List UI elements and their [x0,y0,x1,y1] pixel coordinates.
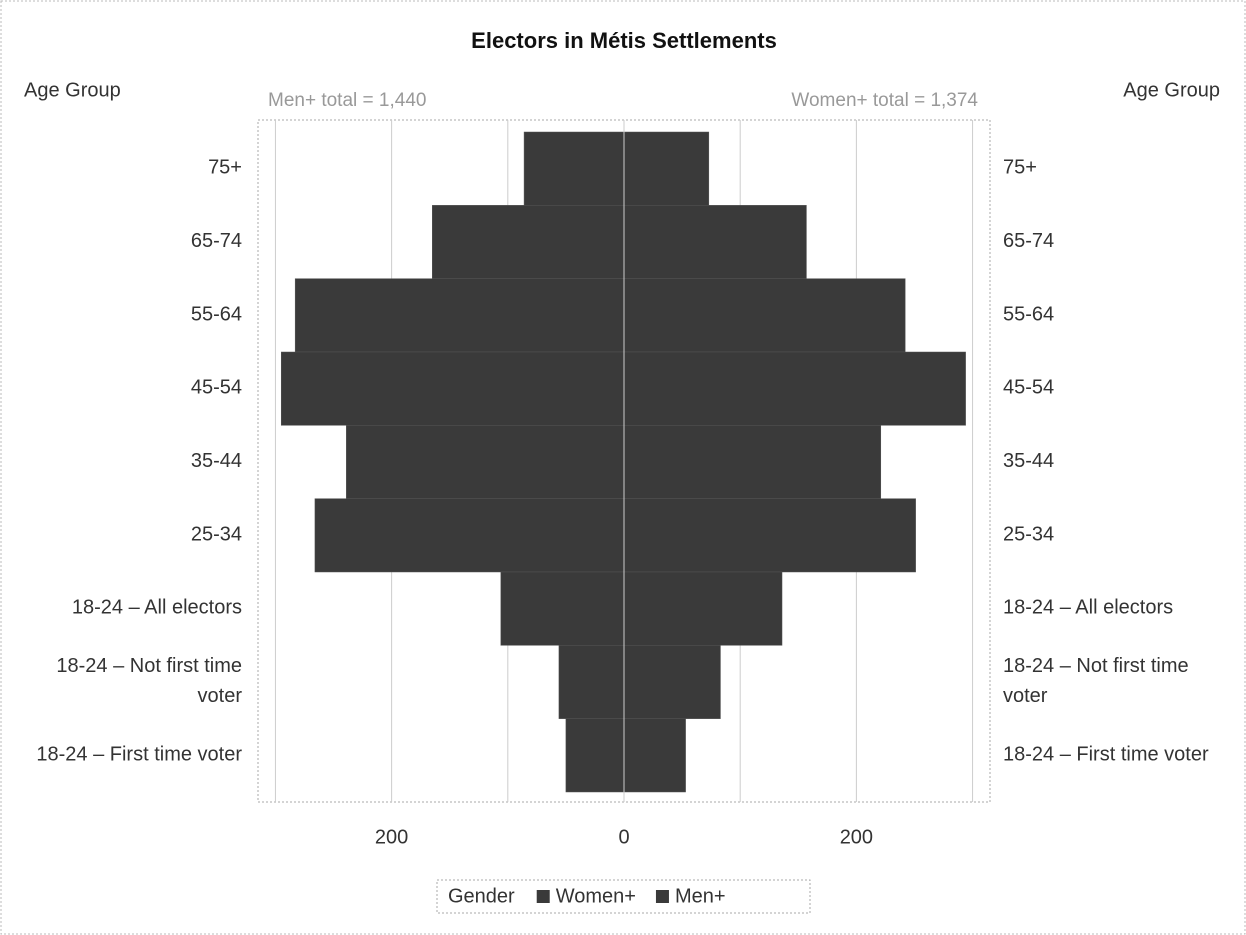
y-tick-label: 18-24 – Not first time voter [56,655,242,707]
bar [294,278,625,353]
bar [623,571,783,646]
bar [280,351,625,426]
legend-swatch [536,890,550,903]
y-tick-label: 18-24 – First time voter [36,744,242,766]
bar [623,425,882,499]
y-tick-label: 45-54 [191,377,242,399]
x-tick-label: 200 [375,826,408,848]
bar [558,645,625,719]
legend-swatch [655,890,669,903]
bar [623,645,721,719]
legend-label: Women+ [556,885,636,907]
men-total: Men+ total = 1,440 [268,90,426,111]
bar [523,131,625,206]
y-tick-label: 65-74 [1003,230,1054,252]
y-tick-label: 65-74 [191,230,242,252]
bar [623,351,966,426]
bar [346,425,625,499]
y-tick-label: 25-34 [191,524,242,546]
y-tick-label: 45-54 [1003,377,1054,399]
legend: Gender Women+ Men+ [436,879,811,914]
bar [623,205,807,279]
y-tick-label: 55-64 [1003,304,1054,326]
bar [623,718,686,793]
bar [623,278,906,353]
y-tick-label: 25-34 [1003,524,1054,546]
y-tick-label: 35-44 [191,450,242,472]
y-tick-label: 18-24 – First time voter [1003,744,1209,766]
y-tick-label: 18-24 – Not first time voter [1003,655,1189,707]
y-tick-label: 75+ [1003,157,1037,179]
y-axis-label-right: Age Group [1123,79,1220,101]
legend-box [436,879,811,914]
legend-label: Men+ [675,885,726,907]
y-tick-label: 75+ [208,157,242,179]
y-tick-label: 55-64 [191,304,242,326]
bar [500,571,625,646]
women-total: Women+ total = 1,374 [791,90,978,111]
y-tick-label: 18-24 – All electors [1003,597,1173,619]
x-tick-label: 200 [840,826,873,848]
x-tick-label: 0 [618,826,629,848]
bar [623,131,710,206]
bar [432,205,625,279]
legend-title: Gender [448,885,515,907]
bar [314,498,625,573]
y-axis-label-left: Age Group [24,79,121,101]
y-tick-label: 18-24 – All electors [72,597,242,619]
bar [565,718,625,793]
bar [623,498,916,573]
y-tick-label: 35-44 [1003,450,1054,472]
chart-title: Electors in Métis Settlements [471,28,777,53]
